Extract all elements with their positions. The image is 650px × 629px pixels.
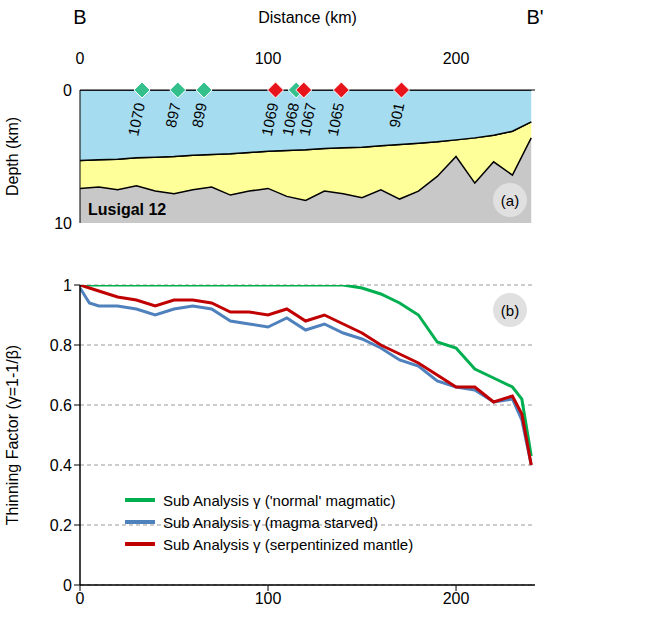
svg-text:0: 0 [63,577,72,594]
svg-text:0.2: 0.2 [50,517,72,534]
svg-text:0.8: 0.8 [50,337,72,354]
svg-text:901: 901 [386,101,408,129]
html-text:Sub Analysis γ ('normal' magma: Sub Analysis γ ('normal' magmatic) [163,491,396,509]
html-text:B': B' [526,6,544,28]
svg-text:1070: 1070 [124,101,148,137]
svg-text:Depth (km): Depth (km) [4,117,21,196]
svg-text:1: 1 [63,277,72,294]
html-text:Distance (km): Distance (km) [258,9,357,26]
html-text:Sub Analysis γ (magma starved): Sub Analysis γ (magma starved) [163,513,379,531]
html-text:Sub Analysis γ (serpentinized: Sub Analysis γ (serpentinized mantle) [163,535,414,553]
svg-text:0.6: 0.6 [50,397,72,414]
svg-text:0: 0 [63,82,72,99]
svg-text:200: 200 [443,590,470,607]
svg-text:897: 897 [162,101,184,129]
html-text:(b): (b) [500,301,520,319]
svg-text:Thinning Factor (γ=1-1/β): Thinning Factor (γ=1-1/β) [4,345,21,525]
svg-text:0: 0 [76,590,85,607]
svg-text:100: 100 [255,590,282,607]
svg-text:0.4: 0.4 [50,457,72,474]
html-text:B: B [73,6,87,28]
svg-text:899: 899 [188,101,210,129]
html-text:(a): (a) [500,191,520,209]
html-text:Lusigal 12: Lusigal 12 [88,201,167,218]
svg-text:100: 100 [255,50,282,67]
svg-text:200: 200 [443,50,470,67]
svg-text:1069: 1069 [258,101,282,137]
svg-text:1065: 1065 [324,101,348,137]
svg-text:1067: 1067 [296,101,320,137]
svg-text:10: 10 [54,215,72,232]
svg-text:1068: 1068 [278,101,303,138]
svg-text:0: 0 [76,50,85,67]
